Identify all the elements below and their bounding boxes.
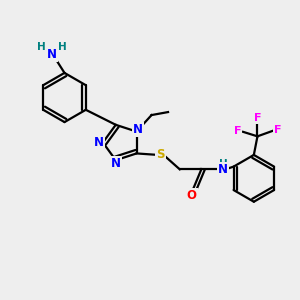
Text: N: N xyxy=(133,123,143,136)
Text: F: F xyxy=(234,126,242,136)
Text: F: F xyxy=(254,113,261,123)
Text: S: S xyxy=(156,148,165,161)
Text: F: F xyxy=(274,125,282,135)
Text: O: O xyxy=(187,189,197,202)
Text: N: N xyxy=(218,163,228,176)
Text: N: N xyxy=(94,136,104,149)
Text: N: N xyxy=(46,48,57,62)
Text: N: N xyxy=(111,157,121,170)
Text: H: H xyxy=(37,42,46,52)
Text: H: H xyxy=(219,159,227,169)
Text: H: H xyxy=(58,42,67,52)
